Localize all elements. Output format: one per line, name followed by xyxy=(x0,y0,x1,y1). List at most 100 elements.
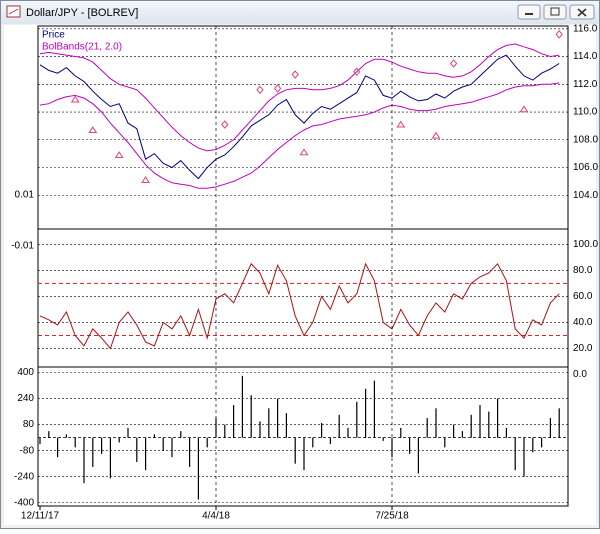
histogram-bar xyxy=(417,437,419,474)
y-tick-label: 80.0 xyxy=(573,265,593,276)
histogram-bar xyxy=(65,434,67,438)
triangle-signal xyxy=(70,95,80,103)
triangle-signal xyxy=(519,105,529,113)
histogram-bar xyxy=(118,437,120,443)
y-tick-label: 0.0 xyxy=(573,369,587,380)
histogram-bar xyxy=(197,437,199,500)
histogram-bar xyxy=(153,434,155,438)
histogram-bar xyxy=(101,437,103,454)
x-tick-label: 4/4/18 xyxy=(202,511,230,522)
y-tick-label: 108.0 xyxy=(573,134,598,145)
histogram-bar xyxy=(470,414,472,438)
histogram-bar xyxy=(558,408,560,438)
histogram-bar xyxy=(505,427,507,438)
y-tick-label: -80 xyxy=(20,445,35,456)
y-tick-label: 240 xyxy=(17,393,34,404)
maximize-button[interactable] xyxy=(543,4,567,20)
histogram-bar xyxy=(549,418,551,438)
histogram-bar xyxy=(532,437,534,453)
diamond-signal xyxy=(555,30,563,39)
maximize-icon xyxy=(550,7,560,16)
histogram-bar xyxy=(268,408,270,438)
y-tick-label: 100.0 xyxy=(573,239,598,250)
histogram-bar xyxy=(171,437,173,458)
minimize-button[interactable] xyxy=(517,4,541,20)
x-tick-label: 12/11/17 xyxy=(21,511,60,522)
window-buttons[interactable] xyxy=(517,4,595,20)
triangle-signal xyxy=(396,120,406,128)
histogram-bar xyxy=(224,424,226,438)
histogram-bar xyxy=(356,401,358,438)
client-area xyxy=(4,25,596,525)
histogram-bar xyxy=(285,413,287,438)
y-tick-label: 114.0 xyxy=(573,51,598,62)
y-tick-label: 104.0 xyxy=(573,190,598,201)
legend-entry: Price xyxy=(42,30,65,41)
histogram-bar xyxy=(162,437,164,451)
diamond-signal xyxy=(353,67,361,77)
histogram-bar xyxy=(479,405,481,438)
diamond-signal xyxy=(449,59,458,68)
left-axis-label: -0.01 xyxy=(11,241,34,252)
histogram-bar xyxy=(382,437,384,441)
y-tick-label: 400 xyxy=(17,367,34,378)
histogram-bar xyxy=(329,437,331,445)
series-line xyxy=(39,262,560,350)
histogram-bar xyxy=(294,437,296,464)
histogram-bar xyxy=(400,427,402,438)
y-tick-label: 60.0 xyxy=(573,291,593,302)
histogram-bar xyxy=(74,437,76,448)
histogram-bar xyxy=(83,437,85,484)
histogram-bar xyxy=(303,437,305,471)
histogram-bar xyxy=(259,421,261,438)
close-icon xyxy=(577,8,587,17)
legend-entry: BolBands(21, 2.0) xyxy=(42,42,122,53)
triangle-signal xyxy=(88,126,98,134)
histogram-bar xyxy=(189,437,191,467)
histogram-bar xyxy=(435,408,437,438)
diamond-signal xyxy=(221,120,229,129)
histogram-bar xyxy=(453,424,455,438)
histogram-bar xyxy=(321,422,323,438)
histogram-bar xyxy=(514,437,516,471)
title-bar xyxy=(1,1,599,24)
y-tick-label: 116.0 xyxy=(573,23,598,34)
histogram-bar xyxy=(39,437,41,445)
plot-frame xyxy=(37,25,569,507)
histogram-bar xyxy=(338,414,340,438)
histogram-bar xyxy=(57,437,59,458)
window-title: Dollar/JPY - [BOLREV] xyxy=(26,7,138,19)
histogram-bar xyxy=(461,431,463,438)
y-tick-label: 80 xyxy=(23,419,35,430)
y-tick-label: -240 xyxy=(14,471,34,482)
triangle-signal xyxy=(141,176,151,183)
histogram-bar xyxy=(206,437,208,448)
series-line xyxy=(39,43,560,152)
diamond-signal xyxy=(273,84,282,93)
histogram-bar xyxy=(48,431,50,438)
histogram-bar xyxy=(444,437,446,448)
histogram-bar xyxy=(409,437,411,454)
histogram-bar xyxy=(136,437,138,463)
histogram-bar xyxy=(241,375,243,438)
histogram-bar xyxy=(109,437,111,479)
histogram-bar xyxy=(426,418,428,438)
triangle-signal xyxy=(299,148,309,156)
histogram-bar xyxy=(250,395,252,438)
histogram-bar xyxy=(523,437,525,477)
window-icon-line xyxy=(8,8,19,15)
y-tick-label: 112.0 xyxy=(573,79,598,90)
histogram-bar xyxy=(215,418,217,438)
histogram-bar xyxy=(92,437,94,467)
triangle-signal xyxy=(431,131,441,139)
y-tick-label: 106.0 xyxy=(573,162,598,173)
left-axis-label: 0.01 xyxy=(15,190,35,201)
y-tick-label: 40.0 xyxy=(573,317,593,328)
lower-band xyxy=(39,82,560,189)
price-line xyxy=(39,54,560,180)
histogram-bar xyxy=(127,427,129,438)
histogram-bar xyxy=(347,427,349,438)
histogram-bar xyxy=(145,437,147,471)
y-tick-label: 110.0 xyxy=(573,107,598,118)
